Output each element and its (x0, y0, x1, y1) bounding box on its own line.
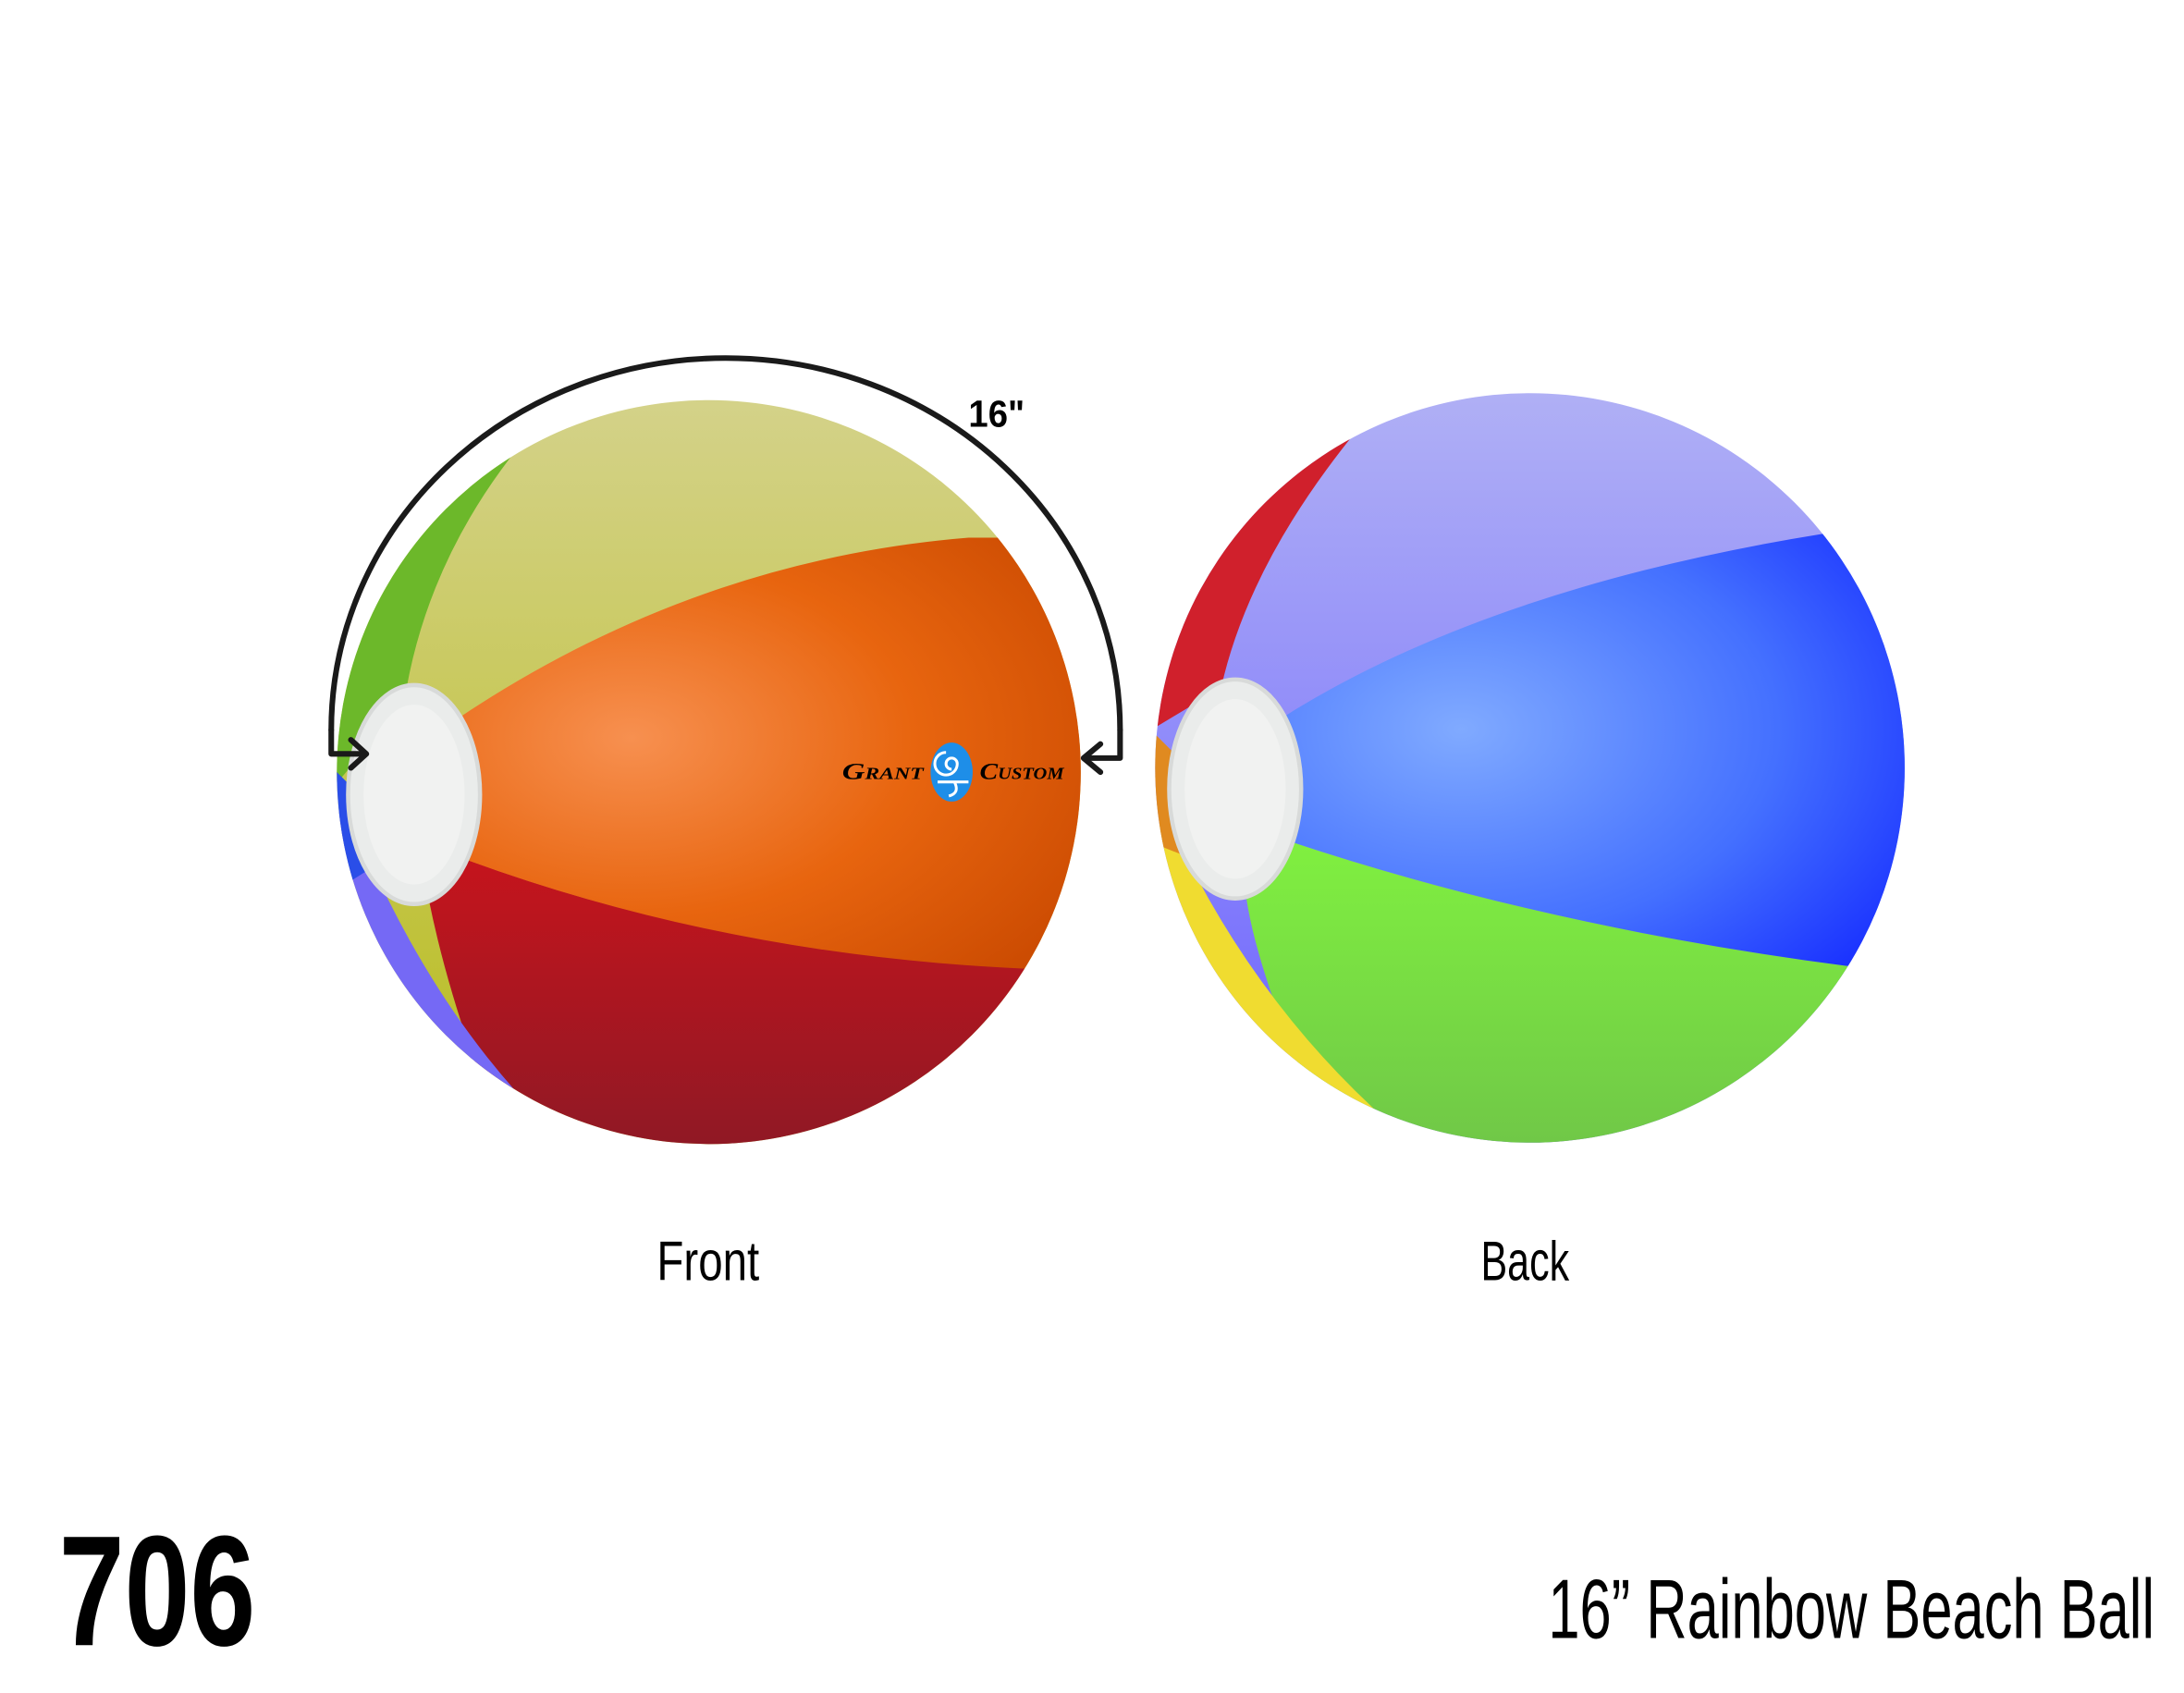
product-number: 706 (59, 1503, 256, 1679)
back-view-label: Back (1480, 1230, 1569, 1293)
front-view-label: Front (656, 1230, 759, 1293)
green-panel (1245, 839, 1905, 1143)
product-title: 16” Rainbow Beach Ball (1548, 1564, 2154, 1657)
arrow-left-icon (1080, 741, 1104, 776)
red-panel (421, 841, 1081, 1145)
blue-panel (1263, 533, 1905, 969)
logo-right-word: Custom (980, 758, 1065, 785)
grant-custom-logo: Grant Custom (842, 742, 1065, 802)
dimension-label: 16" (968, 393, 1025, 436)
dimension-arc (328, 355, 1123, 776)
logo-left-word: Grant (842, 758, 925, 785)
arrow-right-icon (348, 737, 370, 771)
front-beach-ball: Grant Custom (337, 399, 1081, 1145)
orange-panel (421, 537, 1081, 983)
blue-panel (337, 757, 368, 899)
back-beach-ball (1155, 393, 1905, 1143)
